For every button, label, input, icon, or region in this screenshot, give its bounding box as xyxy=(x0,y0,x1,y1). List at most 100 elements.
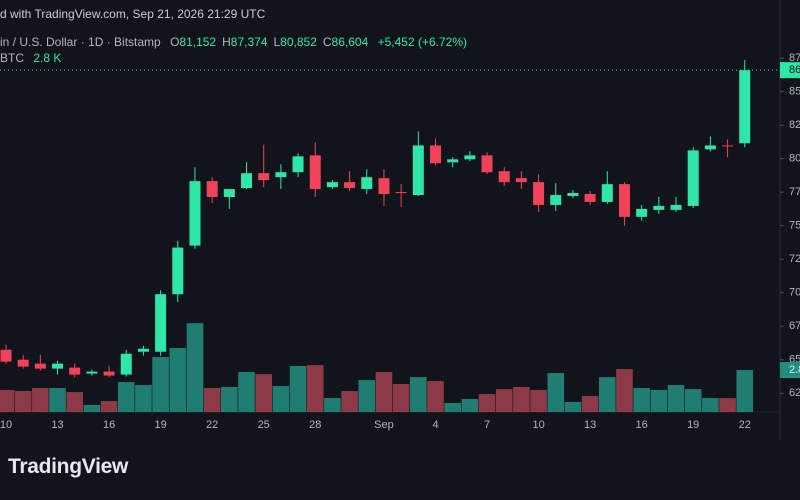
candle-body xyxy=(69,367,81,375)
volume-bar xyxy=(547,373,565,412)
volume-bar xyxy=(14,391,32,412)
candle-body xyxy=(515,178,527,183)
candle-body xyxy=(344,182,356,189)
volume-bar xyxy=(306,365,324,412)
candle-body xyxy=(481,155,493,173)
candle-body xyxy=(378,178,390,195)
x-tick-label: 16 xyxy=(636,419,648,431)
ohlc-key: C xyxy=(322,35,332,49)
y-tick-label: 65 xyxy=(789,354,800,366)
volume-bar xyxy=(667,385,685,412)
x-tick-label: 25 xyxy=(258,419,270,431)
candle-body xyxy=(292,156,304,173)
x-tick-label: Sep xyxy=(374,419,394,431)
x-tick-label: 19 xyxy=(687,419,699,431)
volume-bar xyxy=(255,374,272,412)
candle-body xyxy=(34,363,46,369)
y-tick-label: 70 xyxy=(789,287,800,299)
x-tick-label: 22 xyxy=(206,419,218,431)
volume-label-box xyxy=(780,362,800,379)
volume-bar xyxy=(478,394,496,412)
candle-body xyxy=(326,182,338,188)
ohlc-key: L xyxy=(273,35,281,49)
candle-body xyxy=(103,371,115,376)
volume-bar xyxy=(461,398,479,412)
ohlc-value: 86,604 xyxy=(331,35,369,49)
volume-bar xyxy=(375,372,393,412)
logo: TradingView xyxy=(8,455,129,478)
volume-bar xyxy=(736,370,754,412)
ohlc-value: 87,374 xyxy=(230,35,268,49)
candle-body xyxy=(395,192,407,194)
candle-body xyxy=(0,349,12,362)
candle-body xyxy=(704,145,716,150)
y-tick-label: 72 xyxy=(789,253,800,265)
candle-body xyxy=(636,208,648,217)
x-tick-label: 4 xyxy=(432,419,438,431)
symbol-line: in / U.S. Dollar · 1D · Bitstamp O81,152… xyxy=(0,35,467,49)
candle-body xyxy=(567,193,579,197)
candle-body xyxy=(670,204,682,210)
volume-bar xyxy=(221,386,238,412)
volume-bar xyxy=(324,398,341,412)
volume-bar xyxy=(341,391,358,412)
ohlc: O81,152 H87,374 L80,852 C86,604 xyxy=(164,35,368,49)
x-tick-label: 7 xyxy=(484,419,490,431)
volume-bar xyxy=(530,389,547,412)
x-tick-label: 13 xyxy=(584,419,596,431)
candle-body xyxy=(447,159,459,163)
candle-body xyxy=(137,348,149,352)
x-tick-label: 28 xyxy=(309,419,321,431)
volume-bar xyxy=(650,389,668,412)
price-label: 86 xyxy=(789,64,800,76)
candle-body xyxy=(361,177,373,190)
candle-body xyxy=(275,172,287,178)
candle-body xyxy=(739,70,751,144)
candle-body xyxy=(206,181,218,198)
candle-body xyxy=(189,181,201,246)
candle-body xyxy=(258,173,270,181)
volume-bar xyxy=(135,385,152,412)
volume-bar xyxy=(616,369,633,412)
volume-bar xyxy=(152,357,169,412)
candle-body xyxy=(584,194,596,202)
candle-body xyxy=(241,173,253,189)
volume-bar xyxy=(238,372,255,412)
volume-bar xyxy=(272,386,290,412)
volume-bar xyxy=(117,382,135,412)
candle-body xyxy=(17,359,29,367)
candle-body xyxy=(309,155,321,190)
volume-unit: BTC xyxy=(0,51,24,65)
y-tick-label: 85 xyxy=(789,86,800,98)
y-tick-label: 75 xyxy=(789,220,800,232)
volume-bar xyxy=(513,386,530,412)
volume-bar xyxy=(289,366,307,412)
volume-value: 2.8 K xyxy=(33,51,62,65)
volume-bar xyxy=(719,398,736,412)
candle-body xyxy=(618,184,630,217)
candle-body xyxy=(155,294,167,352)
y-tick-label: 67 xyxy=(789,320,800,332)
candle-body xyxy=(172,247,184,295)
ohlc-value: 80,852 xyxy=(280,35,317,49)
volume-bar xyxy=(684,389,702,412)
change: +5,452 (+6.72%) xyxy=(377,35,467,49)
candle-body xyxy=(430,145,441,164)
x-tick-label: 10 xyxy=(0,419,12,431)
candle-body xyxy=(550,195,562,205)
candle-body xyxy=(722,145,734,147)
candle-body xyxy=(86,371,98,374)
volume-bar xyxy=(358,380,376,412)
candle-body xyxy=(498,171,510,183)
y-tick-label: 82 xyxy=(789,119,800,131)
candle-body xyxy=(653,205,665,210)
volume-bar xyxy=(392,383,410,412)
x-tick-label: 16 xyxy=(103,419,115,431)
candle-body xyxy=(412,145,424,196)
plot xyxy=(0,59,754,412)
y-tick-label: 62 xyxy=(789,387,800,399)
x-tick-label: 10 xyxy=(532,419,544,431)
ohlc-value: 81,152 xyxy=(179,35,217,49)
